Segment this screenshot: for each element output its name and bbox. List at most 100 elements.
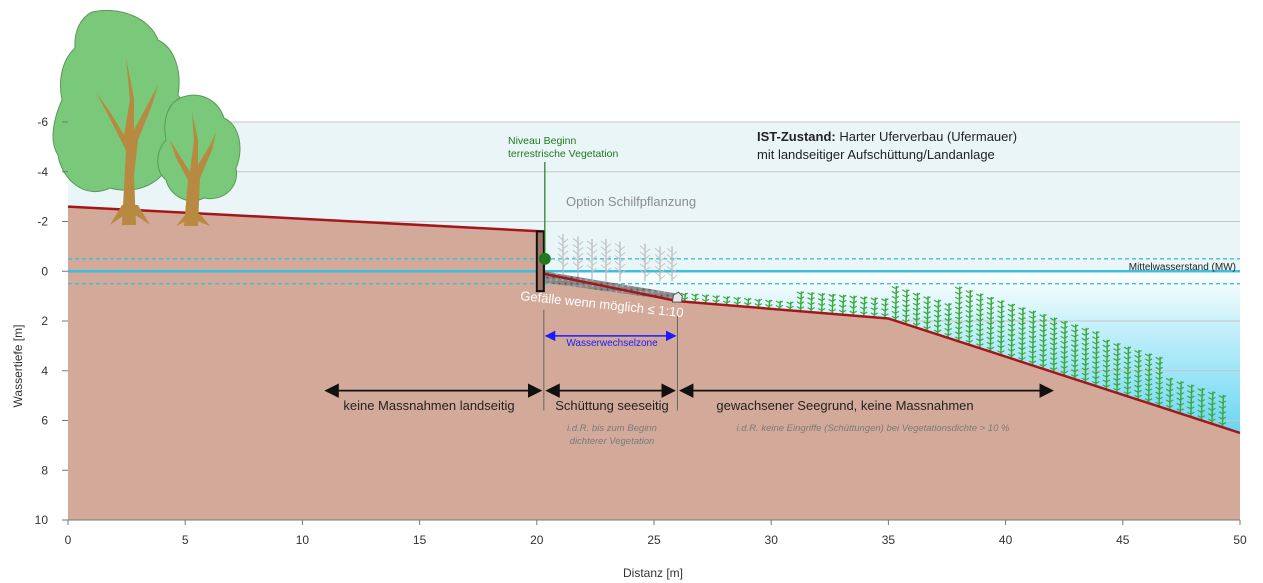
water-plant-icon [712,295,720,305]
note-lake: i.d.R. keine Eingriffe (Schüttungen) bei… [737,423,1010,434]
x-tick-label: 35 [882,533,896,547]
veg-start-label-line1: Niveau Beginn [508,135,576,147]
y-tick-label: 6 [41,414,48,428]
water-plant-icon [775,300,784,310]
x-tick-label: 5 [182,533,189,547]
ground-area [68,206,1240,520]
water-plant-icon [986,296,995,352]
water-plant-icon [1028,310,1037,366]
water-plant-icon [1134,349,1142,400]
water-change-zone-label: Wasserwechselzone [566,338,658,349]
y-tick-label: 10 [35,513,49,527]
water-plant-icon [1155,356,1163,407]
water-plant-icon [1186,384,1195,417]
tree-large-icon [52,9,187,225]
zone-fill-label: Schüttung seeseitig [555,398,668,413]
water-plant-icon [1070,324,1079,380]
x-tick-label: 50 [1233,533,1247,547]
water-plant-icon [1113,343,1121,393]
info-title-rest: Harter Uferverbau (Ufermauer) [836,129,1017,144]
x-tick-label: 40 [999,533,1013,547]
water-plant-icon [701,294,710,304]
water-plant-icon [1060,320,1068,376]
water-plant-icon [817,293,826,314]
water-plant-icon [997,300,1005,356]
ground-profile-line [67,205,1241,435]
water-plant-icon [1176,381,1185,414]
water-plant-icon [1165,377,1174,411]
x-tick-label: 25 [647,533,661,547]
reed-icon [572,236,584,282]
y-tick-label: 2 [41,314,48,328]
water-plant-icon [1049,317,1058,373]
water-plant-icon [891,285,900,321]
y-tick-label: 8 [41,463,48,477]
x-tick-label: 15 [413,533,427,547]
mean-water-level-label: Mittelwasserstand (MW) [1129,262,1236,273]
tree-small-icon [157,94,241,226]
fill-end-marker-icon [671,291,683,303]
water-plant-icon [965,290,974,345]
aquatic-vegetation [680,285,1227,428]
water-plant-icon [859,296,868,317]
reed-icon [600,238,612,282]
water-plant-icon [923,296,931,332]
x-tick-label: 10 [296,533,310,547]
reed-icon [654,246,666,282]
water-plant-icon [1123,346,1132,397]
water-plant-icon [796,291,805,312]
y-tick-label: 4 [41,364,48,378]
water-plant-icon [1208,391,1216,424]
info-title-bold: IST-Zustand: [757,129,836,144]
diagram-info-subtitle: mit landseitiger Aufschüttung/Landanlage [757,147,995,162]
water-plant-icon [1081,327,1090,383]
vegetation-start-dot [538,252,551,265]
water-plant-icon [743,297,752,307]
water-plant-icon [1144,353,1153,404]
y-tick-label: -2 [37,215,48,229]
reed-icon [586,238,598,282]
y-tick-label: 0 [41,264,48,278]
water-plant-icon [828,293,836,314]
water-plant-icon [954,286,963,342]
y-tick-label: -6 [37,115,48,129]
axes: 0 5 10 15 20 25 30 35 40 45 50 -6 -4 -2 0 2 4 6 8 10 [35,115,1247,547]
water-plant-icon [691,293,699,303]
zone-lake-label: gewachsener Seegrund, keine Massnahmen [716,398,973,413]
water-plant-icon [1092,331,1100,387]
reed-plants [557,233,678,282]
reed-icon [557,233,569,282]
reed-icon [639,243,651,282]
water-plant-icon [733,296,742,307]
note-fill-line2: dichterer Vegetation [570,436,655,447]
x-tick-label: 30 [765,533,779,547]
veg-start-label-line2: terrestrische Vegetation [508,148,618,160]
water-plant-icon [838,294,847,315]
water-plant-icon [870,297,879,318]
reed-icon [614,241,626,282]
water-plant-icon [902,289,910,325]
water-plant-icon [1102,339,1111,390]
x-axis-title: Distanz [m] [623,566,683,580]
water-plant-icon [849,295,858,316]
trees [52,9,241,226]
water-plant-icon [1018,307,1026,363]
diagram-info-title: IST-Zustand: Harter Uferverbau (Ufermaue… [757,129,1017,144]
y-tick-label: -4 [37,165,48,179]
water-plant-icon [1197,387,1206,421]
water-plant-icon [786,301,794,311]
x-tick-label: 20 [530,533,544,547]
reed-option-label: Option Schilfpflanzung [566,194,696,209]
water-plant-icon [944,303,952,338]
water-plant-icon [976,293,984,349]
water-plant-icon [912,292,921,328]
reed-icon [666,246,678,282]
water-plant-icon [722,296,731,306]
water-plant-icon [933,299,942,335]
zone-land-label: keine Massnahmen landseitig [343,398,514,413]
note-fill-line1: i.d.R. bis zum Beginn [567,423,657,434]
y-axis-title: Wassertiefe [m] [11,325,25,408]
x-tick-label: 0 [65,533,72,547]
